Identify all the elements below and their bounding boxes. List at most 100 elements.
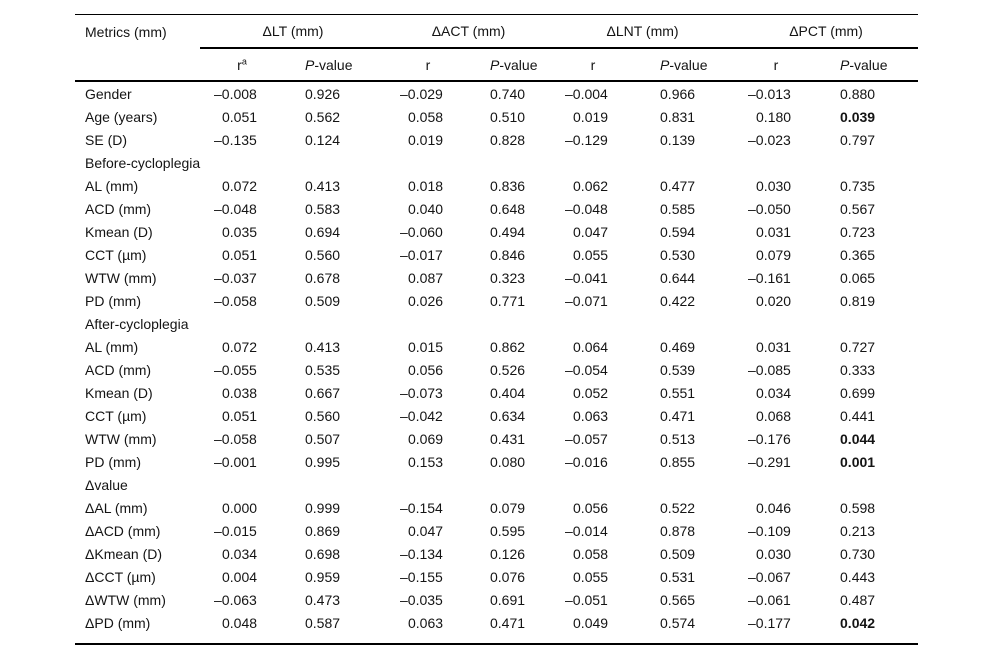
r-value-cell: 0.034 bbox=[756, 384, 792, 401]
r-value-cell: –0.054 bbox=[565, 361, 608, 378]
r-value-cell: –0.041 bbox=[565, 269, 608, 286]
row-label: ΔCCT (µm) bbox=[85, 568, 156, 585]
p-value-cell: 0.565 bbox=[660, 591, 696, 608]
p-value-cell: 0.678 bbox=[305, 269, 341, 286]
row-label: ACD (mm) bbox=[85, 361, 152, 378]
r-value-cell: 0.038 bbox=[222, 384, 258, 401]
r-value-cell: 0.000 bbox=[222, 499, 258, 516]
p-value-cell: 0.510 bbox=[490, 108, 526, 125]
table-row: CCT (µm) 0.051 0.560 –0.042 0.634 0.063 0.471 0… bbox=[75, 404, 918, 427]
r-value-cell: 0.058 bbox=[573, 545, 609, 562]
r-value-cell: –0.134 bbox=[400, 545, 443, 562]
row-label: CCT (µm) bbox=[85, 246, 147, 263]
group-header-4: ΔPCT (mm) bbox=[734, 14, 919, 49]
r-value-cell: –0.071 bbox=[565, 292, 608, 309]
p-value-cell: 0.735 bbox=[840, 177, 876, 194]
p-value-cell: 0.471 bbox=[490, 614, 526, 631]
stub-header-spacer bbox=[75, 48, 200, 82]
p-value-cell: 0.828 bbox=[490, 131, 526, 148]
r-value-cell: 0.056 bbox=[408, 361, 444, 378]
r-value-cell: –0.154 bbox=[400, 499, 443, 516]
p-value-cell bbox=[818, 312, 918, 335]
p-value-cell: 0.878 bbox=[660, 522, 696, 539]
r-value-cell: 0.058 bbox=[408, 108, 444, 125]
table-row: AL (mm) 0.072 0.413 0.018 0.836 0.062 0.477 0.0… bbox=[75, 174, 918, 197]
r-value-cell: –0.161 bbox=[748, 269, 791, 286]
r-value-cell: 0.051 bbox=[222, 407, 258, 424]
r-value-cell bbox=[734, 473, 818, 496]
r-value-cell: –0.058 bbox=[214, 292, 257, 309]
p-value-cell: 0.539 bbox=[660, 361, 696, 378]
p-value-cell: 0.594 bbox=[660, 223, 696, 240]
p-value-cell: 0.999 bbox=[305, 499, 341, 516]
r-value-cell: –0.050 bbox=[748, 200, 791, 217]
p-value-cell: 0.469 bbox=[660, 338, 696, 355]
row-label: ΔACD (mm) bbox=[85, 522, 161, 539]
p-value-cell: 0.065 bbox=[840, 269, 876, 286]
r-value-cell: –0.085 bbox=[748, 361, 791, 378]
r-value-cell bbox=[200, 312, 283, 335]
r-value-cell: 0.153 bbox=[408, 453, 444, 470]
r-value-cell: 0.030 bbox=[756, 177, 792, 194]
row-label: Age (years) bbox=[85, 108, 158, 125]
table-row: PD (mm) –0.001 0.995 0.153 0.080 –0.016 0.855 –… bbox=[75, 450, 918, 473]
p-value-cell: 0.076 bbox=[490, 568, 526, 585]
row-label: ACD (mm) bbox=[85, 200, 152, 217]
r-value-cell: –0.014 bbox=[565, 522, 608, 539]
table-row: ΔACD (mm) –0.015 0.869 0.047 0.595 –0.014 0.87… bbox=[75, 519, 918, 542]
p-value-cell: 0.730 bbox=[840, 545, 876, 562]
row-label: ΔKmean (D) bbox=[85, 545, 163, 562]
p-value-cell: 0.509 bbox=[305, 292, 341, 309]
p-value-cell: 0.562 bbox=[305, 108, 341, 125]
r-value-cell: 0.030 bbox=[756, 545, 792, 562]
section-label: Δvalue bbox=[85, 476, 128, 493]
table-row: Gender –0.008 0.926 –0.029 0.740 –0.004 0.966 –… bbox=[75, 81, 918, 105]
p-value-cell bbox=[818, 473, 918, 496]
p-value-cell: 0.831 bbox=[660, 108, 696, 125]
row-label: SE (D) bbox=[85, 131, 127, 148]
p-value-cell bbox=[638, 312, 734, 335]
r-value-cell: –0.037 bbox=[214, 269, 257, 286]
p-value-cell: 0.001 bbox=[840, 453, 876, 470]
p-value-cell bbox=[468, 151, 551, 174]
p-value-cell: 0.694 bbox=[305, 223, 341, 240]
p-value-cell: 0.771 bbox=[490, 292, 526, 309]
r-value-cell: 0.051 bbox=[222, 246, 258, 263]
p-value-cell bbox=[468, 473, 551, 496]
stub-header: Metrics (mm) bbox=[85, 23, 167, 40]
col-header-1: ra bbox=[200, 48, 283, 82]
p-value-cell: 0.797 bbox=[840, 131, 876, 148]
table-row: ΔCCT (µm) 0.004 0.959 –0.155 0.076 0.055 0.531… bbox=[75, 565, 918, 588]
r-value-cell bbox=[386, 312, 468, 335]
row-label: WTW (mm) bbox=[85, 269, 157, 286]
r-value-cell: –0.109 bbox=[748, 522, 791, 539]
p-value-cell: 0.531 bbox=[660, 568, 696, 585]
p-value-cell: 0.404 bbox=[490, 384, 526, 401]
r-value-cell: –0.155 bbox=[400, 568, 443, 585]
p-value-cell: 0.966 bbox=[660, 85, 696, 102]
p-value-cell: 0.926 bbox=[305, 85, 341, 102]
r-value-cell: –0.051 bbox=[565, 591, 608, 608]
col-header-3: r bbox=[386, 48, 468, 82]
r-value-cell: 0.180 bbox=[756, 108, 792, 125]
p-value-cell: 0.487 bbox=[840, 591, 876, 608]
r-value-cell bbox=[551, 151, 638, 174]
table-row: ΔKmean (D) 0.034 0.698 –0.134 0.126 0.058 0.50… bbox=[75, 542, 918, 565]
r-value-cell: –0.016 bbox=[565, 453, 608, 470]
p-value-cell: 0.139 bbox=[660, 131, 696, 148]
p-value-cell: 0.044 bbox=[840, 430, 876, 447]
r-value-cell: –0.001 bbox=[214, 453, 257, 470]
r-value-cell bbox=[551, 473, 638, 496]
r-value-cell bbox=[386, 473, 468, 496]
r-value-cell: 0.052 bbox=[573, 384, 609, 401]
p-value-cell: 0.413 bbox=[305, 338, 341, 355]
row-label: WTW (mm) bbox=[85, 430, 157, 447]
p-value-cell: 0.699 bbox=[840, 384, 876, 401]
p-value-cell: 0.698 bbox=[305, 545, 341, 562]
r-value-cell: 0.062 bbox=[573, 177, 609, 194]
section-label: After-cycloplegia bbox=[85, 315, 189, 332]
col-header-6: P-value bbox=[638, 48, 735, 82]
r-value-cell: –0.176 bbox=[748, 430, 791, 447]
p-value-cell: 0.431 bbox=[490, 430, 526, 447]
r-value-cell bbox=[734, 151, 818, 174]
